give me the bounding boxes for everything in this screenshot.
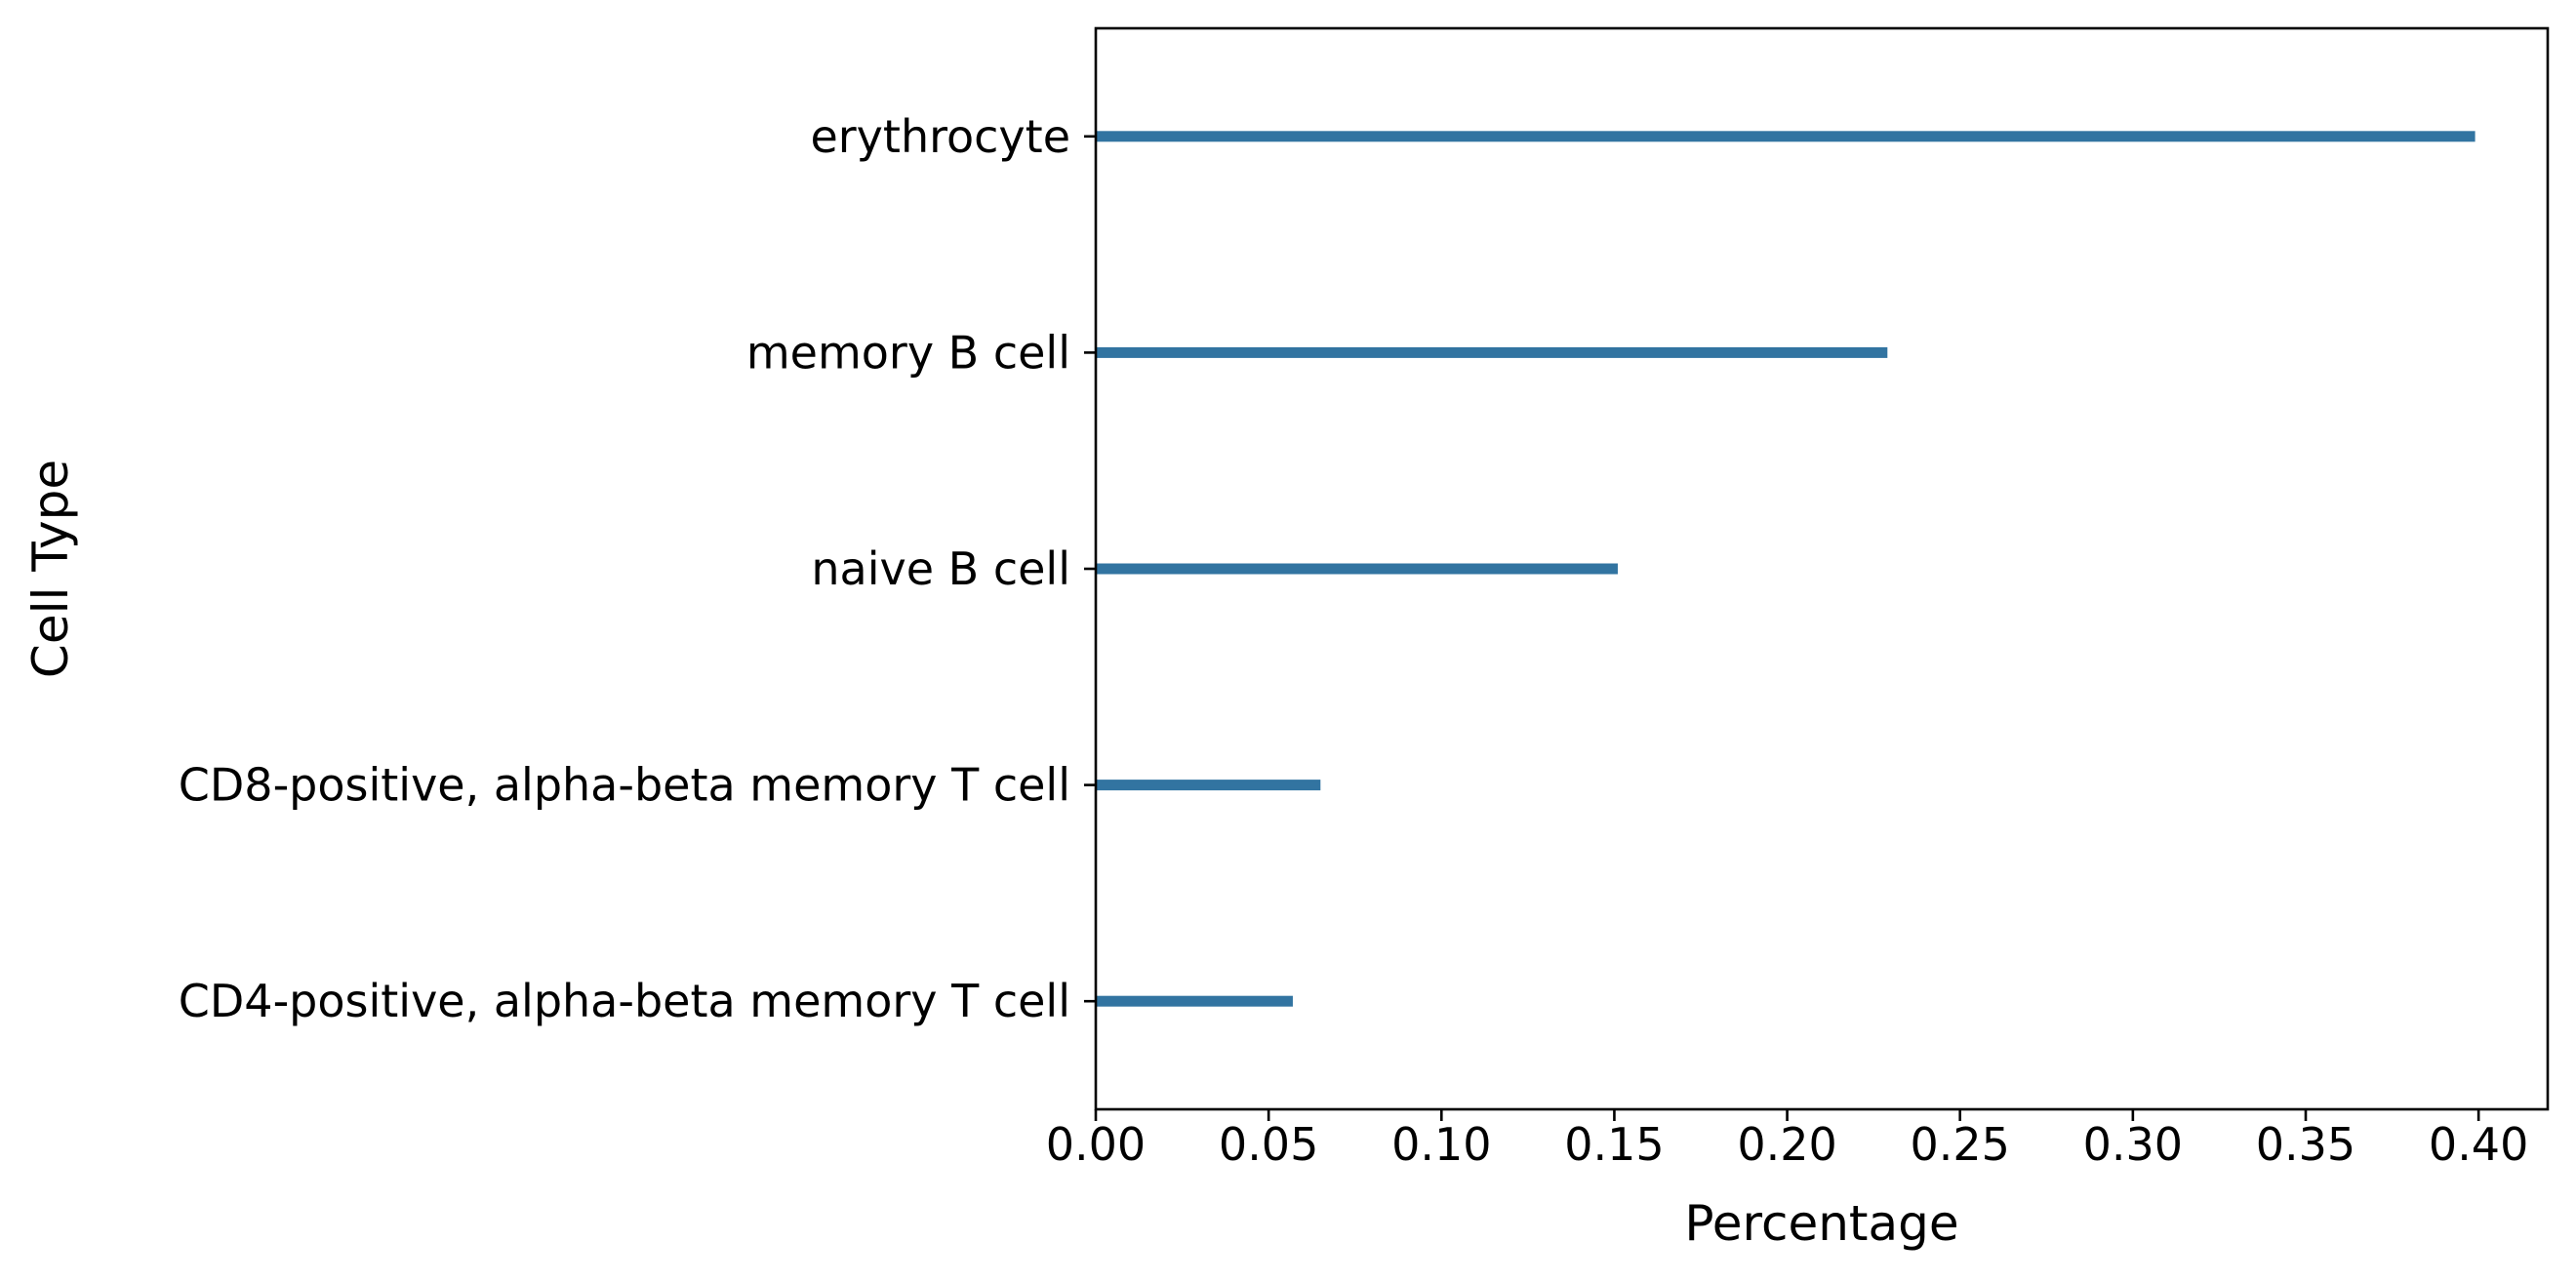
x-tick-label: 0.15 <box>1564 1118 1664 1171</box>
y-tick-label: naive B cell <box>811 542 1070 595</box>
y-tick-label: CD4-positive, alpha-beta memory T cell <box>179 975 1070 1027</box>
x-tick-label: 0.30 <box>2083 1118 2183 1171</box>
x-tick-label: 0.25 <box>1911 1118 2010 1171</box>
y-axis-label: Cell Type <box>22 460 79 678</box>
bar-0 <box>1096 131 2475 142</box>
bar-4 <box>1096 995 1293 1007</box>
y-tick-labels: erythrocyte memory B cell naive B cell CD8-… <box>179 110 1070 1027</box>
y-tick-label: memory B cell <box>746 326 1070 379</box>
bar-1 <box>1096 346 1888 358</box>
x-tick-label: 0.35 <box>2256 1118 2355 1171</box>
x-axis-label: Percentage <box>1684 1195 1958 1252</box>
x-ticks: 0.00 0.05 0.10 0.15 0.20 0.25 0.30 0.35 0.40 <box>1046 1109 2528 1171</box>
y-tick-label: erythrocyte <box>810 110 1070 163</box>
y-tick-marks <box>1084 135 1096 1003</box>
x-tick-label: 0.20 <box>1737 1118 1836 1171</box>
x-tick-label: 0.00 <box>1046 1118 1146 1171</box>
y-tick-label: CD8-positive, alpha-beta memory T cell <box>179 759 1070 812</box>
plot-frame <box>1094 26 2550 1111</box>
x-tick-label: 0.40 <box>2429 1118 2528 1171</box>
bar-3 <box>1096 780 1321 791</box>
bar-2 <box>1096 563 1618 575</box>
x-tick-label: 0.05 <box>1219 1118 1318 1171</box>
bars <box>1096 131 2475 1007</box>
x-tick-label: 0.10 <box>1391 1118 1491 1171</box>
